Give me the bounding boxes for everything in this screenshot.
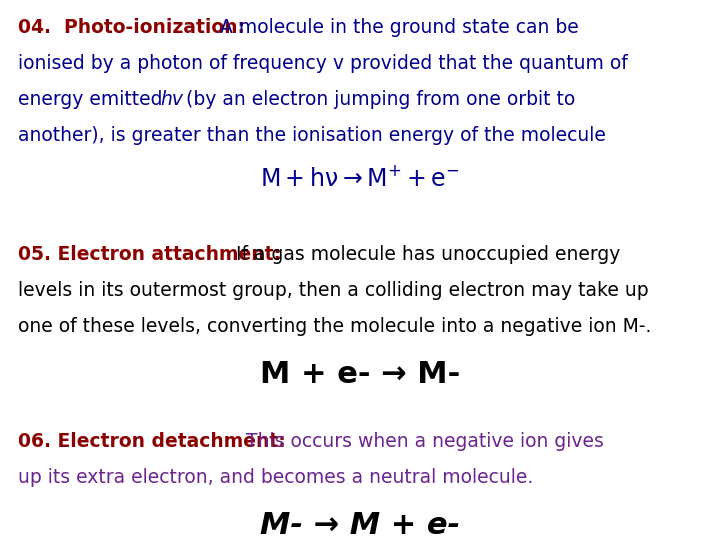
Text: If a gas molecule has unoccupied energy: If a gas molecule has unoccupied energy (236, 245, 621, 264)
Text: M + e- → M-: M + e- → M- (260, 360, 460, 389)
Text: energy emitted: energy emitted (18, 90, 168, 109)
Text: 04.  Photo-ionization:: 04. Photo-ionization: (18, 18, 245, 37)
Text: $\mathrm{M + h\nu \rightarrow M^{+} + e^{-}}$: $\mathrm{M + h\nu \rightarrow M^{+} + e^… (260, 166, 460, 191)
Text: (by an electron jumping from one orbit to: (by an electron jumping from one orbit t… (180, 90, 575, 109)
Text: one of these levels, converting the molecule into a negative ion M-.: one of these levels, converting the mole… (18, 317, 652, 336)
Text: another), is greater than the ionisation energy of the molecule: another), is greater than the ionisation… (18, 126, 606, 145)
Text: A molecule in the ground state can be: A molecule in the ground state can be (220, 18, 579, 37)
Text: levels in its outermost group, then a colliding electron may take up: levels in its outermost group, then a co… (18, 281, 649, 300)
Text: M- → M + e-: M- → M + e- (260, 511, 460, 540)
Text: 05. Electron attachment:: 05. Electron attachment: (18, 245, 281, 264)
Text: ionised by a photon of frequency v provided that the quantum of: ionised by a photon of frequency v provi… (18, 54, 628, 73)
Text: 06. Electron detachment:: 06. Electron detachment: (18, 432, 286, 451)
Text: hv: hv (160, 90, 183, 109)
Text: This occurs when a negative ion gives: This occurs when a negative ion gives (246, 432, 604, 451)
Text: up its extra electron, and becomes a neutral molecule.: up its extra electron, and becomes a neu… (18, 468, 534, 487)
